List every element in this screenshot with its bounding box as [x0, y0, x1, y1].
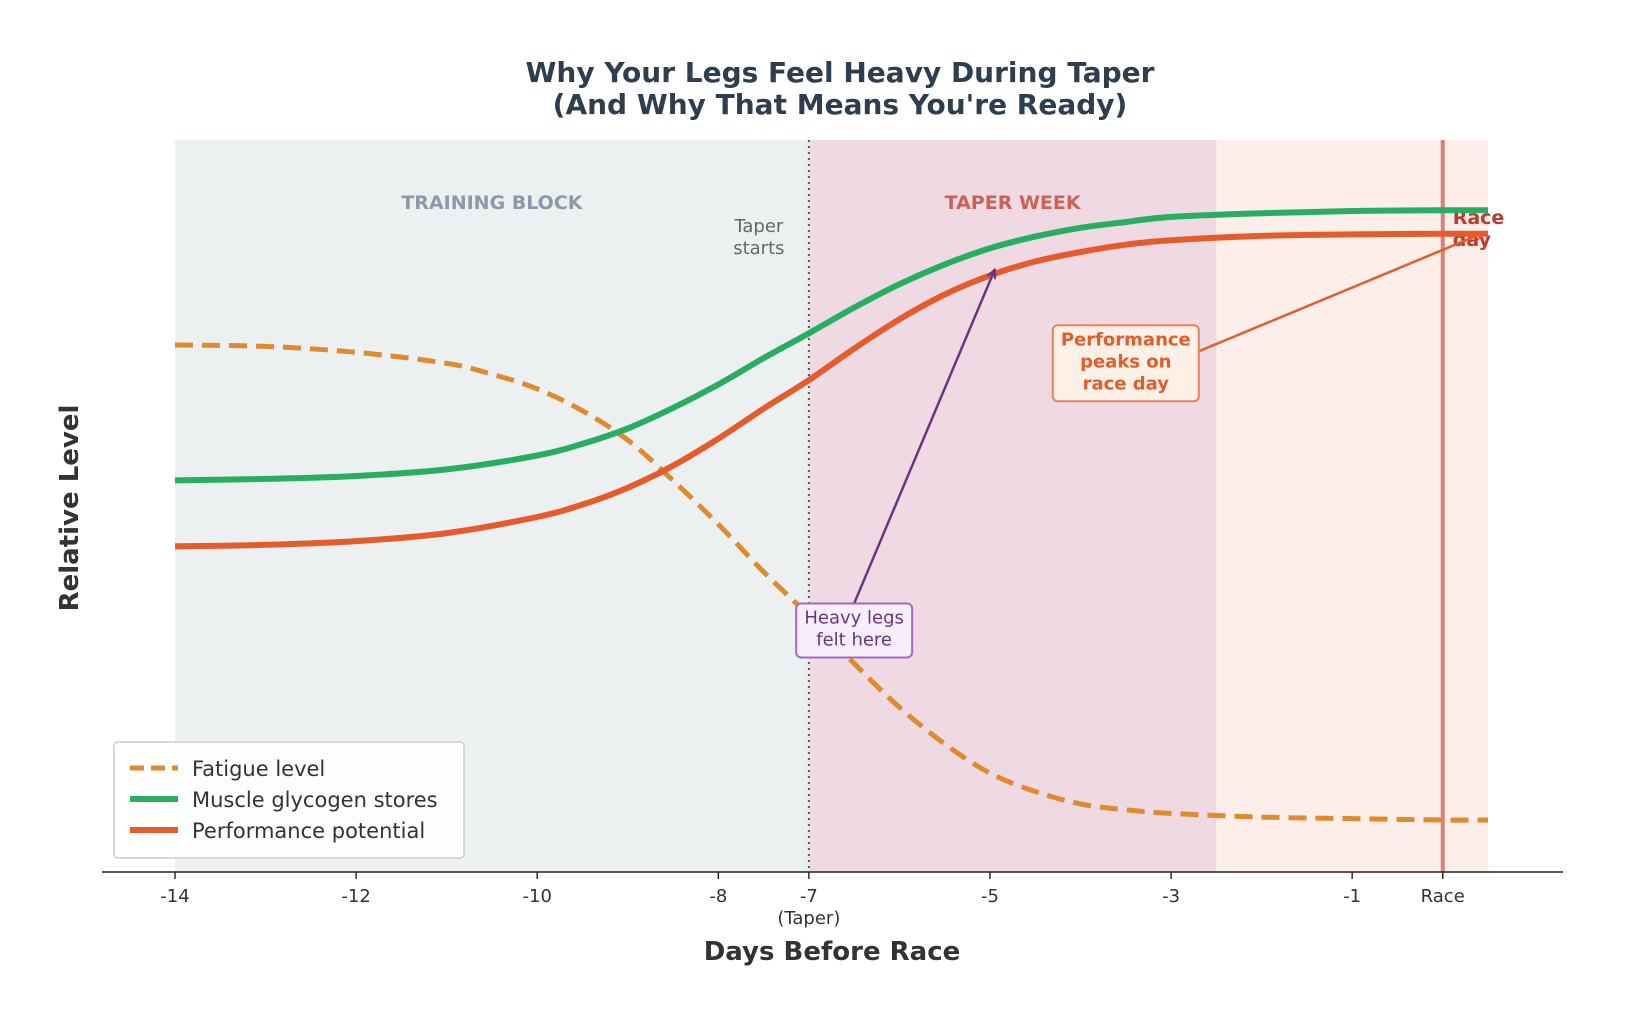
annotation-text: Heavy legs	[804, 607, 904, 628]
annotation-text: race day	[1083, 373, 1170, 394]
legend-label: Performance potential	[192, 819, 425, 843]
x-tick-label: -10	[523, 886, 552, 907]
annotation-text: peaks on	[1080, 351, 1171, 372]
performance-line	[174, 230, 1489, 550]
annotation-box	[795, 602, 914, 659]
x-tick-label: -5	[981, 886, 999, 907]
y-axis-title: Relative Level	[55, 405, 85, 612]
x-tick-label: -7	[800, 886, 818, 907]
x-tick-label: Race	[1421, 886, 1465, 907]
chart-title-line: Why Your Legs Feel Heavy During Taper	[526, 56, 1155, 89]
legend-label: Muscle glycogen stores	[192, 788, 438, 812]
annotation-arrow	[1198, 233, 1484, 353]
x-tick-label: -8	[709, 886, 727, 907]
taper-start-label: starts	[733, 238, 784, 259]
annotation-arrow	[852, 270, 994, 604]
taper-tick-sublabel: (Taper)	[777, 908, 840, 929]
annotation-text: felt here	[816, 629, 892, 650]
x-tick-label: -12	[341, 886, 370, 907]
glycogen-line	[174, 207, 1489, 484]
x-tick-label: -14	[160, 886, 189, 907]
series-lines	[174, 207, 1489, 823]
annotation-box	[1051, 324, 1200, 403]
x-tick-label: -3	[1162, 886, 1180, 907]
x-tick-label: -1	[1343, 886, 1361, 907]
region-band	[1216, 140, 1488, 872]
legend-box	[113, 741, 465, 859]
region-label: TAPER WEEK	[945, 192, 1082, 214]
taper-start-label: Taper	[733, 216, 784, 237]
legend: Fatigue level Muscle glycogen stores Perfo…	[113, 741, 465, 859]
region-label: TRAINING BLOCK	[401, 192, 583, 214]
region-band	[808, 140, 1217, 872]
axes: -14 -12 -10 -8 -7 -5 -3 -1 Race (Taper) Days Befor…	[55, 405, 1563, 967]
x-axis-title: Days Before Race	[704, 937, 961, 967]
chart-title-line: (And Why That Means You're Ready)	[553, 88, 1128, 121]
titles: Why Your Legs Feel Heavy During Taper(An…	[526, 56, 1155, 121]
region-labels: TRAINING BLOCK TAPER WEEK	[401, 192, 1082, 214]
legend-label: Fatigue level	[192, 757, 325, 781]
annotation-text: Performance	[1061, 329, 1191, 350]
